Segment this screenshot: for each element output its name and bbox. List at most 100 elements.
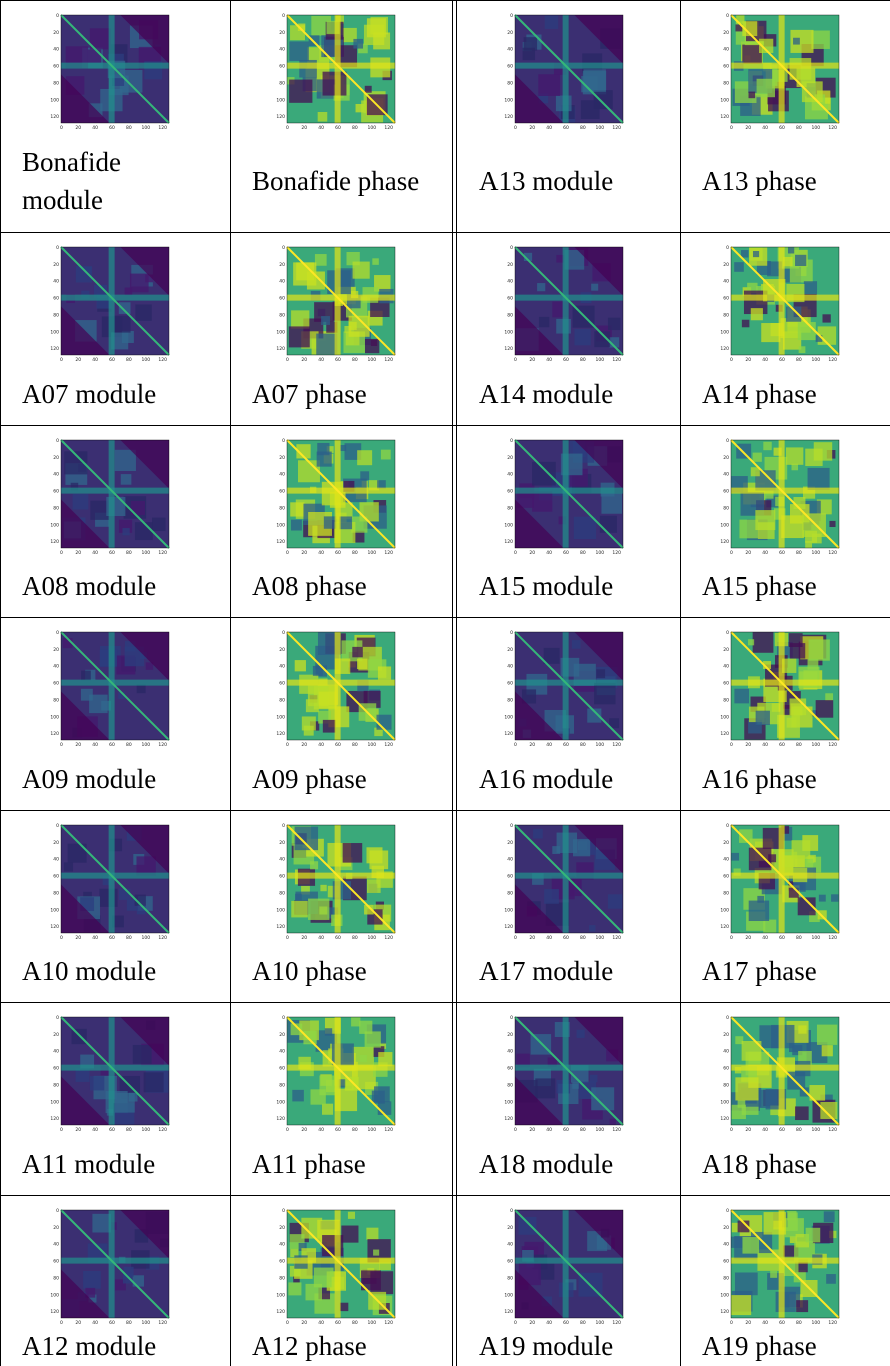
y-tick-label: 80 <box>507 80 513 86</box>
heatmap-patch <box>381 450 391 460</box>
heatmap-image: 002020404060608080100100120120 <box>267 1014 407 1138</box>
heatmap-patch <box>783 257 792 266</box>
heatmap-image: 002020404060608080100100120120 <box>41 244 181 368</box>
y-tick-label: 100 <box>276 714 285 720</box>
y-tick-label: 120 <box>504 114 513 120</box>
y-tick-label: 100 <box>504 714 513 720</box>
heatmap-patch <box>761 323 780 342</box>
y-tick-label: 60 <box>723 64 729 70</box>
caption: A16 module <box>479 747 676 810</box>
y-tick-label: 20 <box>723 455 729 461</box>
caption-text: A14 phase <box>702 375 817 413</box>
heatmap-patch <box>788 247 794 253</box>
heatmap-plot <box>515 15 623 123</box>
caption: A16 phase <box>702 747 886 810</box>
caption: A10 module <box>22 940 226 1002</box>
y-tick-label: 80 <box>279 1082 285 1088</box>
caption: A07 phase <box>252 362 448 425</box>
y-tick-label: 60 <box>723 489 729 495</box>
caption-text: A18 phase <box>702 1145 817 1183</box>
caption: A11 module <box>22 1132 226 1195</box>
row-border <box>0 810 890 811</box>
heatmap-patch <box>376 715 391 730</box>
heatmap-patch <box>353 39 363 49</box>
heatmap-patch <box>308 899 329 920</box>
figure-table: 002020404060608080100100120120Bonafide m… <box>0 0 890 1366</box>
y-tick-label: 100 <box>720 97 729 103</box>
y-tick-label: 0 <box>510 1208 513 1214</box>
heatmap-patch <box>792 840 811 859</box>
y-tick-label: 40 <box>53 472 59 478</box>
y-tick-label: 80 <box>723 890 729 896</box>
caption-text: A14 module <box>479 375 613 413</box>
y-tick-label: 80 <box>723 1275 729 1281</box>
heatmap-patch <box>122 528 129 535</box>
heatmap-patch <box>291 901 308 918</box>
caption: A19 phase <box>702 1325 886 1366</box>
caption: A19 module <box>479 1325 676 1366</box>
heatmap-image: 002020404060608080100100120120 <box>41 1014 181 1138</box>
heatmap-patch <box>819 895 826 902</box>
caption-text: A16 phase <box>702 760 817 798</box>
heatmap-patch <box>325 1028 332 1035</box>
caption: A07 module <box>22 362 226 425</box>
y-tick-label: 40 <box>507 1242 513 1248</box>
y-tick-label: 20 <box>723 1225 729 1231</box>
y-tick-label: 120 <box>720 346 729 352</box>
y-tick-label: 100 <box>50 1099 59 1105</box>
caption: A17 module <box>479 940 676 1002</box>
heatmap-patch <box>137 905 146 914</box>
y-tick-label: 20 <box>507 840 513 846</box>
y-tick-label: 40 <box>507 664 513 670</box>
y-tick-label: 100 <box>504 1292 513 1298</box>
heatmap-patch <box>303 1031 316 1044</box>
y-tick-label: 80 <box>507 1082 513 1088</box>
caption: A15 phase <box>702 555 886 617</box>
heatmap-patch <box>122 331 134 343</box>
y-tick-label: 120 <box>50 924 59 930</box>
heatmap-patch <box>306 699 319 712</box>
y-tick-label: 80 <box>53 1082 59 1088</box>
y-tick-label: 40 <box>279 472 285 478</box>
y-tick-label: 0 <box>56 1015 59 1021</box>
y-tick-label: 0 <box>56 630 59 636</box>
heatmap-patch <box>735 1272 758 1295</box>
heatmap-patch <box>88 50 101 63</box>
heatmap-patch <box>736 444 751 459</box>
y-tick-label: 0 <box>510 438 513 444</box>
heatmap-patch <box>152 518 166 532</box>
heatmap-patch <box>601 493 622 514</box>
heatmap-plot <box>731 440 839 548</box>
heatmap-patch <box>302 716 316 730</box>
heatmap-patch <box>378 666 391 679</box>
y-tick-label: 40 <box>53 1049 59 1055</box>
heatmap-patch <box>817 1025 837 1045</box>
y-tick-label: 80 <box>279 312 285 318</box>
heatmap-patch <box>811 30 829 48</box>
heatmap-patch <box>826 1274 836 1284</box>
row-border <box>0 0 890 1</box>
row-border <box>0 232 890 233</box>
y-tick-label: 40 <box>507 47 513 53</box>
heatmap-patch <box>544 15 557 28</box>
heatmap-patch <box>119 302 131 314</box>
heatmap-patch <box>377 480 386 489</box>
y-tick-label: 100 <box>504 1099 513 1105</box>
caption: A14 phase <box>702 362 886 425</box>
heatmap-patch <box>802 81 823 102</box>
y-tick-label: 100 <box>720 522 729 528</box>
heatmap-patch <box>320 885 326 891</box>
y-tick-label: 0 <box>282 245 285 251</box>
y-tick-label: 20 <box>53 1225 59 1231</box>
heatmap-image: 002020404060608080100100120120 <box>267 437 407 561</box>
heatmap-image: 002020404060608080100100120120 <box>267 1207 407 1331</box>
y-tick-label: 60 <box>279 1259 285 1265</box>
heatmap-image: 002020404060608080100100120120 <box>711 1014 851 1138</box>
y-tick-label: 60 <box>723 874 729 880</box>
heatmap-patch <box>291 310 309 328</box>
y-tick-label: 0 <box>726 245 729 251</box>
heatmap-patch <box>757 79 775 97</box>
caption-text: A19 phase <box>702 1327 817 1365</box>
caption-text: A19 module <box>479 1327 613 1365</box>
column-border <box>230 0 231 1366</box>
